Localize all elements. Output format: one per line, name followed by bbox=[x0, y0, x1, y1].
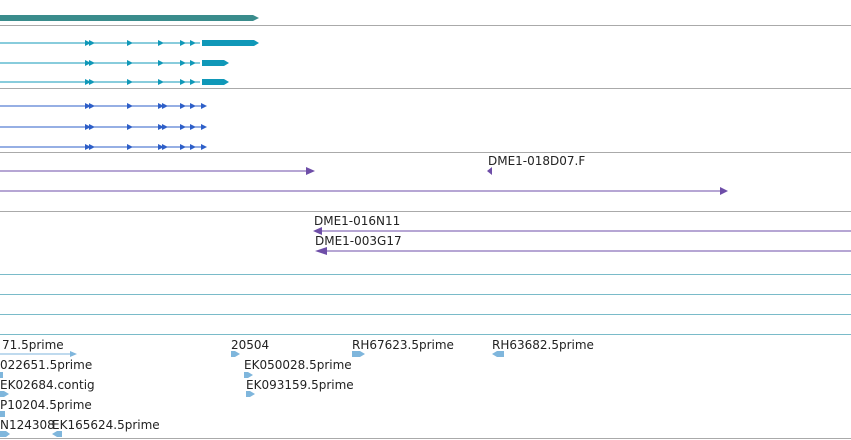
est-feature[interactable] bbox=[0, 351, 77, 357]
est-feature[interactable] bbox=[352, 351, 365, 357]
gene-feature[interactable] bbox=[0, 15, 259, 21]
transcript-feature[interactable] bbox=[0, 40, 259, 46]
est-feature[interactable] bbox=[0, 431, 10, 437]
transcript-feature[interactable] bbox=[0, 79, 229, 85]
clone-label: DME1-016N11 bbox=[314, 214, 401, 228]
est-label: EK02684.contig bbox=[0, 378, 95, 392]
est-label: 20504 bbox=[231, 338, 270, 352]
est-feature[interactable] bbox=[246, 391, 255, 397]
est-label: EK093159.5prime bbox=[246, 378, 354, 392]
clone-feature[interactable] bbox=[487, 167, 492, 175]
est-label: 71.5prime bbox=[2, 338, 64, 352]
clone-label: DME1-003G17 bbox=[315, 234, 402, 248]
est-feature[interactable] bbox=[492, 351, 504, 357]
est-label: RH67623.5prime bbox=[352, 338, 454, 352]
clone-feature[interactable] bbox=[315, 247, 851, 255]
est-label: EK165624.5prime bbox=[52, 418, 160, 432]
est-feature[interactable] bbox=[231, 351, 240, 357]
clone-feature[interactable] bbox=[313, 227, 851, 235]
transcript-feature[interactable] bbox=[0, 124, 207, 130]
est-label: N124308 bbox=[0, 418, 55, 432]
transcript-feature[interactable] bbox=[0, 144, 207, 150]
clone-label: DME1-018D07.F bbox=[488, 154, 586, 168]
transcript-feature[interactable] bbox=[0, 60, 229, 66]
est-label: EK050028.5prime bbox=[244, 358, 352, 372]
est-feature[interactable] bbox=[0, 411, 5, 417]
est-label: 022651.5prime bbox=[0, 358, 93, 372]
clone-feature[interactable] bbox=[0, 187, 728, 195]
clone-feature[interactable] bbox=[0, 167, 315, 175]
est-feature[interactable] bbox=[0, 391, 9, 397]
est-feature[interactable] bbox=[0, 372, 3, 378]
est-label: RH63682.5prime bbox=[492, 338, 594, 352]
est-feature[interactable] bbox=[244, 372, 253, 378]
est-label: P10204.5prime bbox=[0, 398, 92, 412]
transcript-feature[interactable] bbox=[0, 103, 207, 109]
est-feature[interactable] bbox=[52, 431, 62, 437]
